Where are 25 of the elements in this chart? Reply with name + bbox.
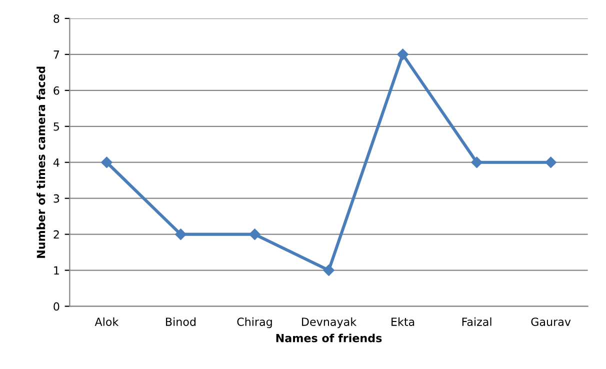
point [545,156,556,168]
point [101,156,112,168]
point [175,228,186,240]
y-tick-label: 1 [54,266,59,275]
x-tick-label: Ekta [392,317,414,326]
x-tick-label: Chirag [237,317,272,328]
y-tick-label: 6 [54,86,60,95]
y-tick-label: 7 [54,50,60,59]
x-tick-label: Devnayak [302,317,357,328]
y-tick-label: 5 [54,122,59,131]
y-tick-label: 2 [54,230,59,239]
x-tick-label: Gaurav [531,318,571,326]
x-tick-label: Alok [94,317,119,326]
x-tick-label: Binod [166,317,196,326]
x-tick-label: Faizal [462,317,492,326]
point [397,48,408,60]
y-tick-label: 4 [53,158,60,167]
x-axis-title: Names of friends [276,334,382,342]
point [249,228,260,240]
point [471,156,482,168]
y-tick-label: 3 [54,194,60,203]
y-tick-label: 0 [54,302,60,311]
y-tick-label: 8 [54,14,60,23]
y-axis-title: Number of times camera faced [36,66,46,258]
point [323,264,334,276]
